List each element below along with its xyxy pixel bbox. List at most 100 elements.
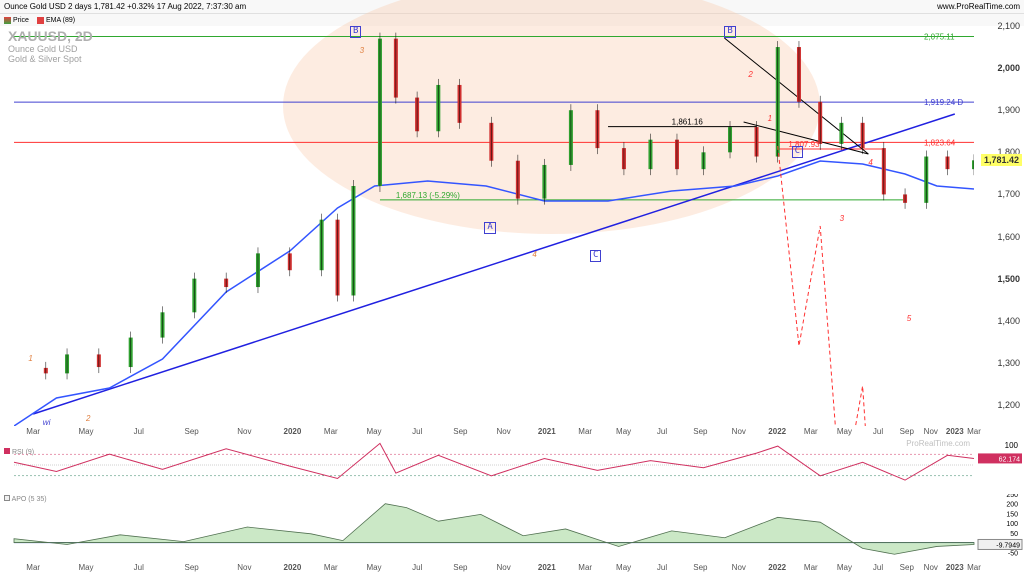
rsi-svg: 100 62.174 (0, 438, 1024, 492)
legend-ema[interactable]: EMA (89) (37, 17, 75, 24)
wave-label-red: 4 (868, 158, 872, 167)
svg-text:200: 200 (1006, 502, 1018, 509)
price-axis: 1,2001,3001,4001,5001,6001,7001,8001,900… (974, 26, 1024, 426)
x-tick: 2021 (538, 563, 556, 572)
y-tick: 1,600 (997, 232, 1020, 242)
ema-swatch (37, 17, 44, 24)
header-source: www.ProRealTime.com (937, 2, 1020, 11)
svg-text:250: 250 (1006, 494, 1018, 499)
header-title: Ounce Gold USD 2 days 1,781.42 +0.32% 17… (4, 2, 246, 11)
apo-svg: -50 50 100 150 200 250 -9.7949 (0, 494, 1024, 562)
wave-label-red: 2 (748, 70, 752, 79)
wave-label: C (590, 250, 601, 262)
svg-text:150: 150 (1006, 511, 1018, 518)
wave-label: B (350, 26, 361, 38)
x-tick: Nov (237, 563, 251, 572)
x-tick: Sep (693, 427, 707, 436)
x-tick: Nov (496, 563, 510, 572)
x-tick: May (616, 563, 631, 572)
x-tick: 2023 (946, 563, 964, 572)
x-tick: Sep (900, 563, 914, 572)
x-tick: Sep (693, 563, 707, 572)
x-tick: Jul (412, 427, 422, 436)
y-tick: 2,100 (997, 21, 1020, 31)
x-tick: Jul (657, 563, 667, 572)
svg-text:62.174: 62.174 (999, 456, 1021, 463)
y-tick: 1,900 (997, 105, 1020, 115)
y-tick: 1,700 (997, 189, 1020, 199)
x-tick: Mar (804, 427, 818, 436)
y-tick: 2,000 (997, 63, 1020, 73)
wave-label: 4 (532, 250, 536, 259)
x-tick: May (837, 427, 852, 436)
x-tick: Mar (324, 563, 338, 572)
symbol-title: XAUUSD, 2D Ounce Gold USD Gold & Silver … (8, 28, 93, 64)
x-tick: Jul (134, 563, 144, 572)
time-axis: Mar May Jul Sep Nov 2020 Mar May Jul Sep Nov 2021 Ma… (14, 426, 974, 438)
apo-panel[interactable]: APO (5 35) -5050100150200250-9.7949 (0, 494, 1024, 562)
svg-text:-50: -50 (1008, 550, 1018, 557)
plot-area[interactable]: 2,075.111,919.24 D1,823.641,807.931,687.… (14, 26, 974, 426)
x-tick: Sep (184, 563, 198, 572)
x-tick: Mar (324, 427, 338, 436)
legend-price[interactable]: Price (4, 17, 29, 24)
main-chart[interactable]: XAUUSD, 2D Ounce Gold USD Gold & Silver … (0, 26, 1024, 426)
x-tick: Sep (184, 427, 198, 436)
x-tick: Sep (453, 427, 467, 436)
x-tick: Mar (804, 563, 818, 572)
x-tick: 2021 (538, 427, 556, 436)
x-tick: Nov (924, 563, 938, 572)
x-tick: Mar (578, 563, 592, 572)
x-tick: Mar (578, 427, 592, 436)
x-tick: May (837, 563, 852, 572)
svg-text:1,823.64: 1,823.64 (924, 138, 956, 147)
x-tick: Sep (453, 563, 467, 572)
x-tick: Nov (496, 427, 510, 436)
x-tick: 2022 (768, 563, 786, 572)
wave-label: 3 (360, 46, 364, 55)
x-tick: 2020 (283, 563, 301, 572)
x-tick: Mar (26, 563, 40, 572)
ticker: XAUUSD, 2D (8, 28, 93, 44)
x-tick: Mar (967, 563, 981, 572)
current-price-tag: 1,781.42 (981, 154, 1022, 166)
svg-text:100: 100 (1006, 521, 1018, 528)
svg-text:50: 50 (1010, 531, 1018, 538)
x-tick: Jul (873, 427, 883, 436)
y-tick: 1,300 (997, 358, 1020, 368)
svg-text:-9.7949: -9.7949 (996, 542, 1020, 549)
x-tick: Mar (967, 427, 981, 436)
wave-label: B (724, 26, 735, 38)
x-tick: 2020 (283, 427, 301, 436)
x-tick: May (616, 427, 631, 436)
x-tick: 2022 (768, 427, 786, 436)
svg-text:1,861.16: 1,861.16 (672, 118, 704, 127)
x-tick: Jul (412, 563, 422, 572)
wave-label-red: 3 (840, 214, 844, 223)
x-tick: Nov (924, 427, 938, 436)
x-tick: 2023 (946, 427, 964, 436)
rsi-panel[interactable]: ProRealTime.com RSI (9) 10062.174 (0, 438, 1024, 492)
svg-text:1,687.13 (-5.29%): 1,687.13 (-5.29%) (396, 191, 460, 200)
time-axis-bottom: Mar May Jul Sep Nov 2020 Mar May Jul Sep Nov 2021 Ma… (14, 562, 974, 574)
wave-label-red: 1 (768, 114, 772, 123)
x-tick: May (366, 427, 381, 436)
x-tick: May (78, 427, 93, 436)
wave-label: 1 (28, 354, 32, 363)
x-tick: Jul (873, 563, 883, 572)
x-tick: May (78, 563, 93, 572)
wave-label-red: 5 (907, 314, 911, 323)
x-tick: Nov (237, 427, 251, 436)
y-tick: 1,200 (997, 400, 1020, 410)
x-tick: Mar (26, 427, 40, 436)
x-tick: Jul (134, 427, 144, 436)
x-tick: Jul (657, 427, 667, 436)
ticker-sub2: Gold & Silver Spot (8, 54, 93, 64)
svg-text:1,919.24 D: 1,919.24 D (924, 98, 963, 107)
y-tick: 1,400 (997, 316, 1020, 326)
svg-text:2,075.11: 2,075.11 (924, 32, 955, 41)
x-tick: Sep (900, 427, 914, 436)
wave-label: A (484, 222, 495, 234)
svg-text:100: 100 (1005, 441, 1019, 450)
x-tick: Nov (732, 563, 746, 572)
